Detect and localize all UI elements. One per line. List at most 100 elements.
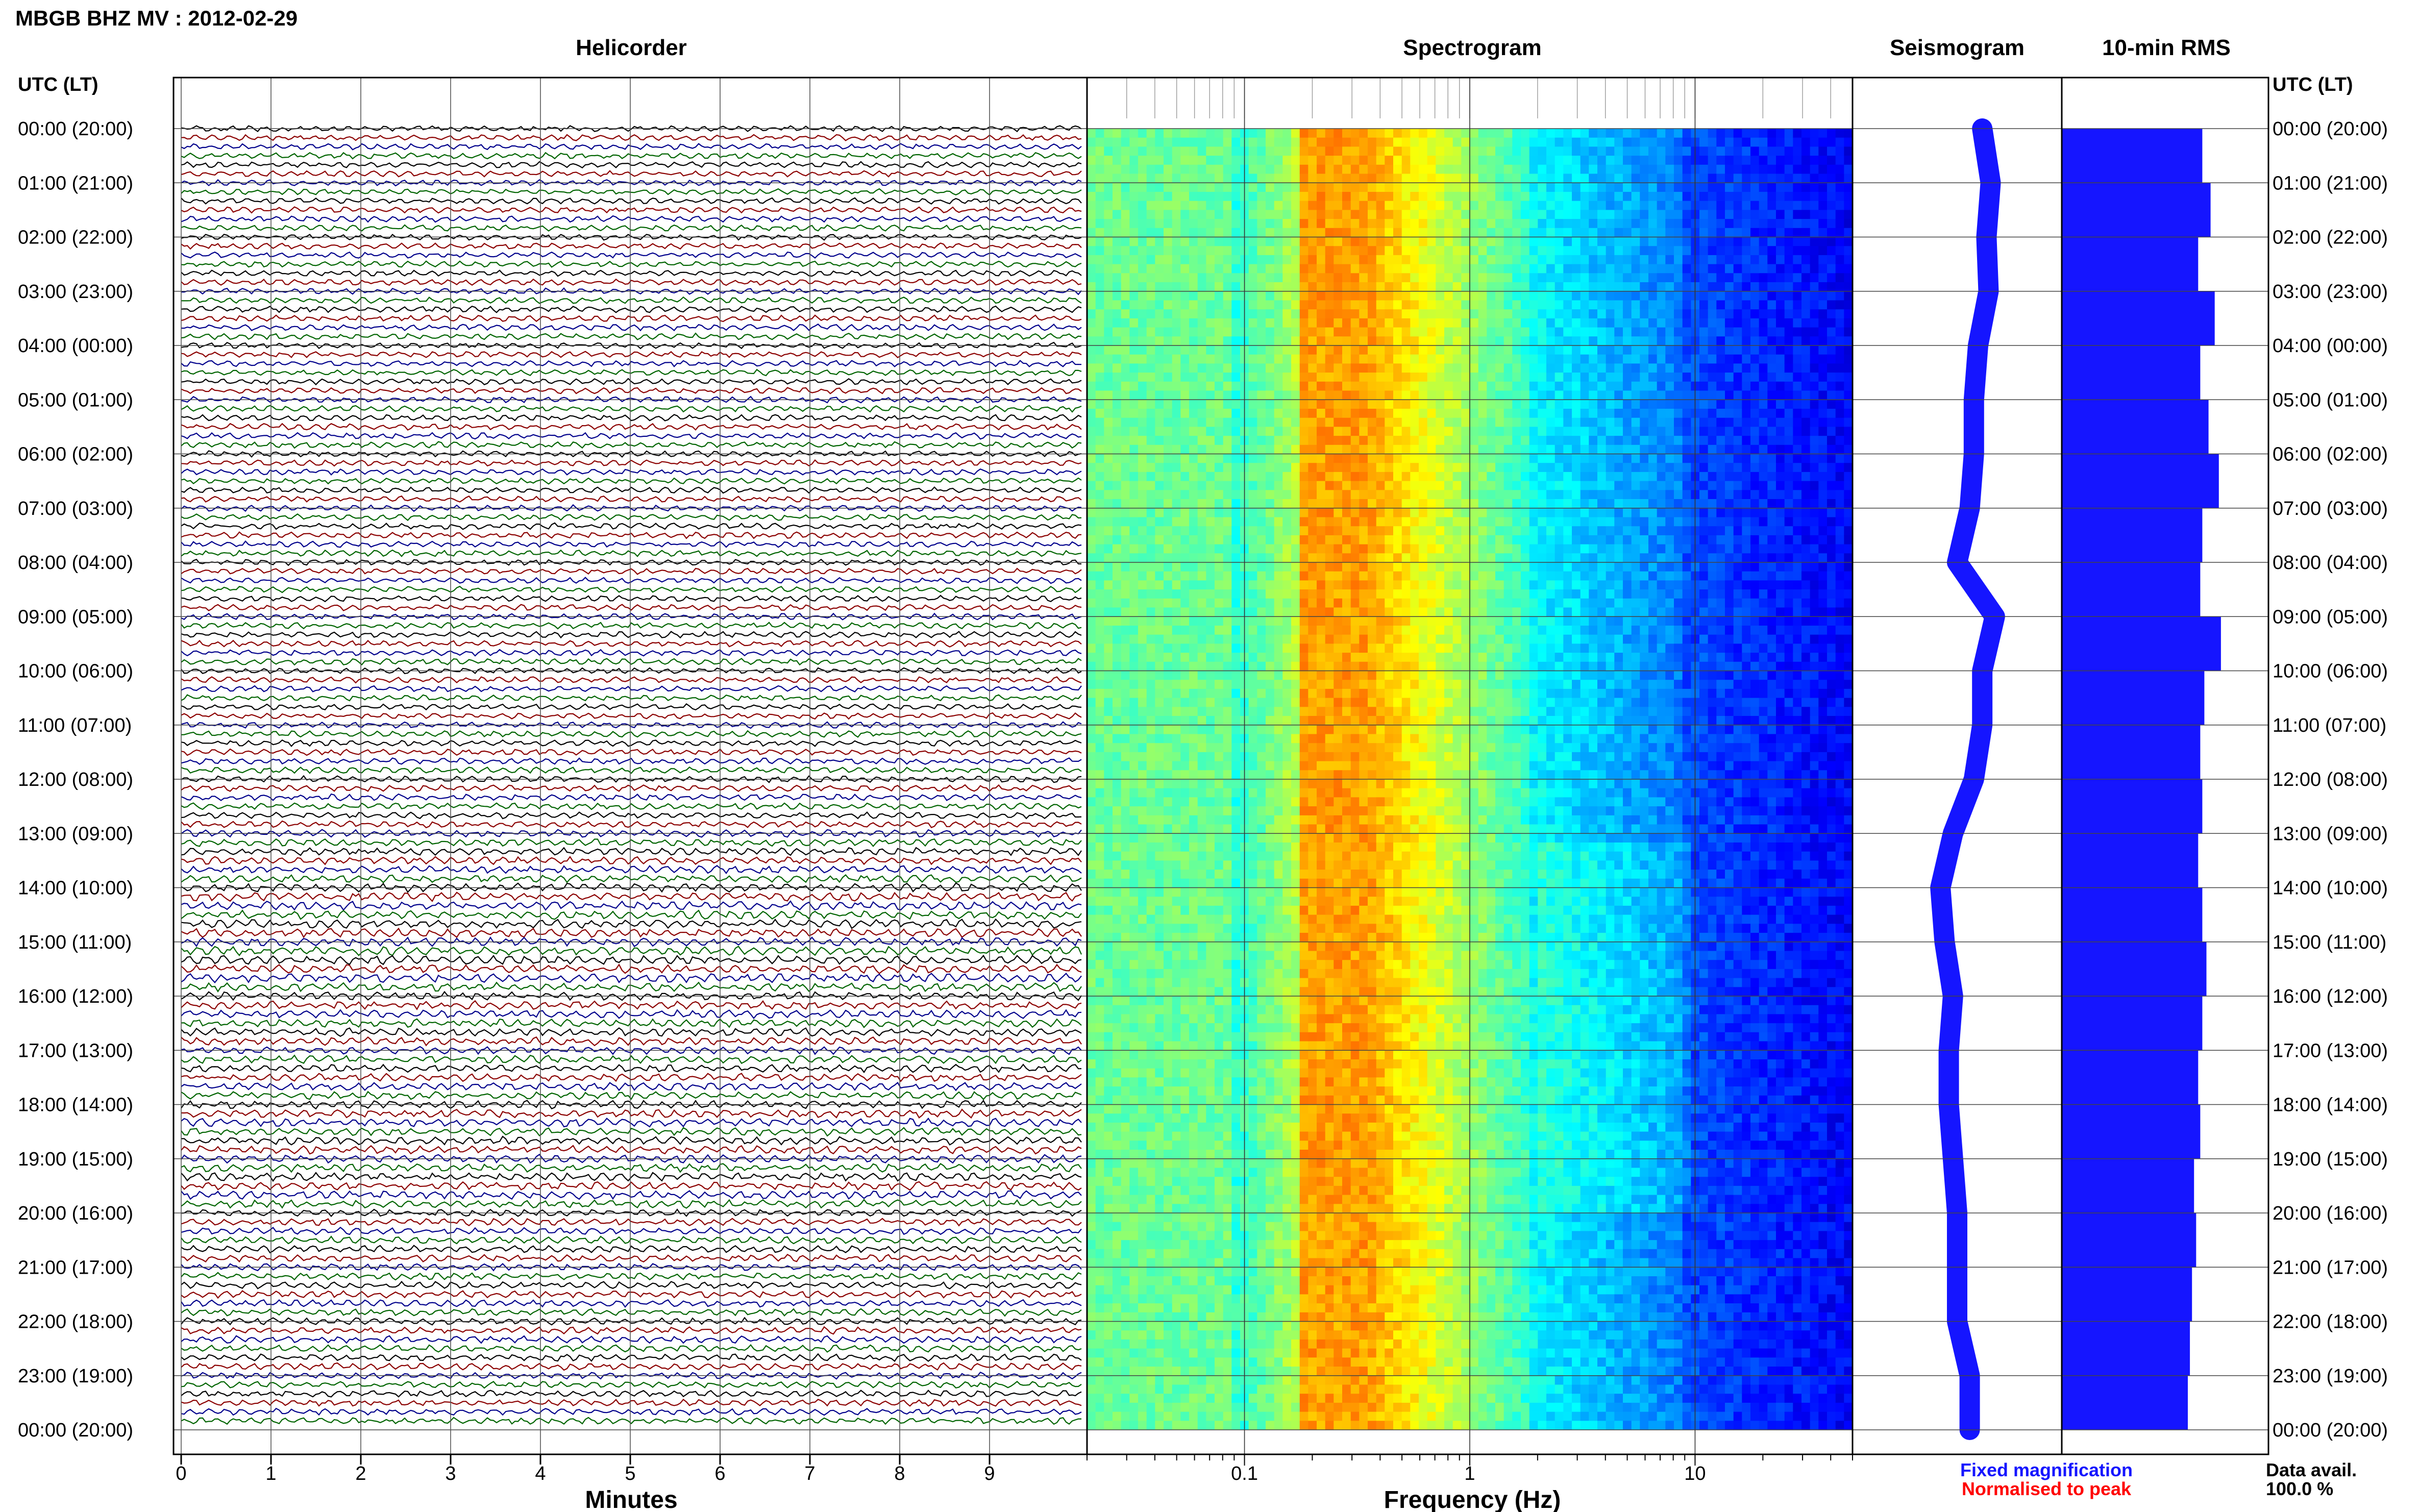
rms-panel [2062, 129, 2221, 1430]
time-tick-label-right: 22:00 (18:00) [2273, 1311, 2388, 1333]
rms-bar [2062, 562, 2201, 617]
helicorder-traces [181, 125, 1082, 1425]
seismogram-title: Seismogram [1890, 35, 2025, 60]
minutes-tick-label: 4 [535, 1463, 546, 1484]
minutes-tick-label: 3 [445, 1463, 456, 1484]
minutes-tick-label: 5 [625, 1463, 635, 1484]
rms-bar [2062, 1321, 2190, 1376]
time-tick-label-left: 16:00 (12:00) [18, 986, 133, 1007]
time-tick-label-right: 04:00 (00:00) [2273, 335, 2388, 357]
time-tick-label-right: 15:00 (11:00) [2273, 932, 2386, 953]
rms-bar [2062, 1213, 2196, 1268]
helicorder-title: Helicorder [576, 35, 687, 60]
time-tick-label-left: 21:00 (17:00) [18, 1257, 133, 1278]
time-tick-label-left: 22:00 (18:00) [18, 1311, 133, 1333]
time-tick-label-right: 16:00 (12:00) [2273, 986, 2388, 1007]
time-tick-label-left: 19:00 (15:00) [18, 1149, 133, 1170]
time-tick-label-right: 03:00 (23:00) [2273, 281, 2388, 303]
rms-bar [2062, 454, 2219, 508]
time-tick-label-left: 11:00 (07:00) [18, 715, 132, 736]
rms-bar [2062, 400, 2209, 454]
time-tick-label-left: 18:00 (14:00) [18, 1095, 133, 1116]
spectrogram-heatmap [1087, 129, 1853, 1430]
rms-bar [2062, 1104, 2201, 1159]
time-tick-label-right: 11:00 (07:00) [2273, 715, 2386, 736]
time-tick-label-left: 20:00 (16:00) [18, 1203, 133, 1224]
time-tick-label-left: 08:00 (04:00) [18, 552, 133, 574]
time-tick-label-left: 02:00 (22:00) [18, 227, 133, 249]
data-avail-label: Data avail. [2266, 1459, 2357, 1480]
time-tick-label-right: 07:00 (03:00) [2273, 498, 2388, 519]
time-tick-label-left: 03:00 (23:00) [18, 281, 133, 303]
data-avail-value: 100.0 % [2266, 1478, 2333, 1499]
time-tick-label-left: 15:00 (11:00) [18, 932, 132, 953]
rms-bar [2062, 779, 2203, 834]
frequency-tick-label: 10 [1684, 1463, 1706, 1484]
rms-bar [2062, 345, 2201, 400]
rms-bar [2062, 1267, 2192, 1322]
time-tick-label-right: 14:00 (10:00) [2273, 878, 2388, 899]
rms-bar [2062, 291, 2215, 345]
minutes-tick-label: 2 [355, 1463, 366, 1484]
rms-bar [2062, 671, 2205, 725]
rms-bar [2062, 1375, 2188, 1430]
time-tick-label-right: 00:00 (20:00) [2273, 118, 2388, 140]
minutes-tick-label: 6 [714, 1463, 725, 1484]
time-tick-label-right: 00:00 (20:00) [2273, 1420, 2388, 1441]
minutes-tick-label: 7 [804, 1463, 815, 1484]
rms-bar [2062, 887, 2203, 942]
rms-bar [2062, 941, 2207, 996]
rms-bar [2062, 616, 2221, 671]
time-tick-label-right: 17:00 (13:00) [2273, 1040, 2388, 1061]
minutes-tick-label: 9 [984, 1463, 995, 1484]
rms-bar [2062, 508, 2203, 562]
time-tick-label-right: 08:00 (04:00) [2273, 552, 2388, 574]
time-tick-label-left: 14:00 (10:00) [18, 878, 133, 899]
time-tick-label-left: 05:00 (01:00) [18, 389, 133, 411]
rms-bar [2062, 725, 2201, 779]
time-tick-label-left: 17:00 (13:00) [18, 1040, 133, 1061]
rms-bar [2062, 996, 2203, 1051]
frequency-tick-label: 1 [1464, 1463, 1475, 1484]
legend-fixed-magnification: Fixed magnification [1960, 1459, 2133, 1480]
time-tick-label-right: 10:00 (06:00) [2273, 661, 2388, 682]
time-tick-label-left: 13:00 (09:00) [18, 823, 133, 845]
time-tick-label-right: 01:00 (21:00) [2273, 172, 2388, 194]
time-tick-label-left: 00:00 (20:00) [18, 118, 133, 140]
rms-bar [2062, 183, 2211, 237]
time-tick-label-right: 05:00 (01:00) [2273, 389, 2388, 411]
time-tick-label-left: 23:00 (19:00) [18, 1366, 133, 1387]
time-tick-label-right: 06:00 (02:00) [2273, 444, 2388, 465]
time-tick-label-right: 13:00 (09:00) [2273, 823, 2388, 845]
time-tick-label-left: 10:00 (06:00) [18, 661, 133, 682]
time-tick-label-right: 02:00 (22:00) [2273, 227, 2388, 249]
frequency-axis-title: Frequency (Hz) [1384, 1486, 1561, 1512]
grid-lines [172, 77, 2269, 1466]
rms-bar [2062, 1158, 2194, 1213]
spectrogram-title: Spectrogram [1403, 35, 1541, 60]
time-tick-label-right: 21:00 (17:00) [2273, 1257, 2388, 1278]
time-tick-label-left: 00:00 (20:00) [18, 1420, 133, 1441]
time-axis-header-right: UTC (LT) [2273, 74, 2353, 95]
time-tick-label-left: 06:00 (02:00) [18, 444, 133, 465]
minutes-tick-label: 8 [894, 1463, 905, 1484]
time-tick-label-right: 09:00 (05:00) [2273, 606, 2388, 628]
time-tick-label-right: 20:00 (16:00) [2273, 1203, 2388, 1224]
minutes-axis-title: Minutes [585, 1486, 677, 1512]
legend-normalised-to-peak: Normalised to peak [1962, 1478, 2132, 1499]
rms-bar [2062, 833, 2199, 888]
rms-bar [2062, 237, 2199, 291]
page-title: MBGB BHZ MV : 2012-02-29 [15, 6, 298, 30]
time-tick-label-left: 04:00 (00:00) [18, 335, 133, 357]
rms-bar [2062, 129, 2203, 183]
rms-bar [2062, 1050, 2199, 1105]
time-tick-label-left: 01:00 (21:00) [18, 172, 133, 194]
frequency-tick-label: 0.1 [1231, 1463, 1258, 1484]
time-tick-label-right: 12:00 (08:00) [2273, 769, 2388, 790]
minutes-tick-label: 1 [265, 1463, 276, 1484]
time-axis-header-left: UTC (LT) [18, 74, 98, 95]
time-tick-label-right: 18:00 (14:00) [2273, 1095, 2388, 1116]
minutes-tick-label: 0 [176, 1463, 186, 1484]
time-tick-label-right: 19:00 (15:00) [2273, 1149, 2388, 1170]
